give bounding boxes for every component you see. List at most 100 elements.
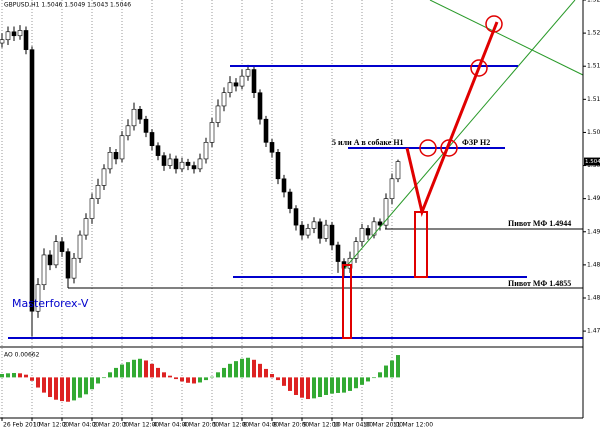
candle-body	[101, 168, 107, 186]
candle-body	[179, 161, 185, 170]
ao-bar	[294, 377, 298, 395]
ao-bar	[360, 377, 364, 385]
candle-body	[353, 241, 359, 259]
indicator-title: AO 0.00662	[4, 352, 40, 359]
ao-bar	[90, 377, 94, 390]
ao-bar	[198, 377, 202, 383]
ao-bar	[120, 364, 124, 378]
red-circle	[485, 15, 503, 33]
red-circle	[470, 59, 488, 77]
candle-body	[275, 152, 281, 180]
candle-body	[71, 257, 77, 279]
y-tick-label: 1.5090	[587, 129, 600, 136]
y-tick-label: 1.5140	[587, 96, 600, 103]
ao-bar	[48, 377, 52, 398]
x-tick-label: 3 Mar 12:00	[123, 422, 159, 429]
candle-body	[23, 30, 29, 50]
y-tick-label: 1.4990	[587, 195, 600, 202]
candle-body	[125, 125, 131, 137]
candle-body	[239, 75, 245, 87]
candle-body	[263, 118, 269, 143]
ao-bar	[312, 377, 316, 399]
y-tick-label: 1.4790	[587, 328, 600, 335]
trend-line	[344, 0, 576, 269]
ao-bar	[240, 358, 244, 378]
x-tick-label: 5 Mar 12:00	[213, 422, 249, 429]
candle-body	[47, 254, 53, 266]
candle-body	[359, 228, 365, 242]
x-tick-label: 10 Mar 04:00	[333, 422, 373, 429]
ao-bar	[102, 377, 106, 379]
y-tick-label: 1.5240	[587, 30, 600, 37]
x-tick-label: 9 Mar 12:00	[303, 422, 339, 429]
red-circle	[440, 139, 458, 157]
ao-bar	[144, 360, 148, 378]
ao-bar	[96, 377, 100, 384]
annotation: Пивот МФ 1.4855	[508, 279, 571, 288]
candle-body	[269, 142, 275, 153]
ao-bar	[156, 367, 160, 378]
ao-bar	[354, 377, 358, 389]
candle-body	[311, 221, 317, 229]
ao-bar	[258, 363, 262, 378]
candle-body	[257, 92, 263, 120]
ao-bar	[348, 377, 352, 391]
candle-body	[77, 234, 83, 259]
candle-body	[41, 254, 47, 286]
candle-body	[287, 191, 293, 209]
ao-bar	[378, 372, 382, 378]
ao-bar	[132, 359, 136, 378]
y-tick-label: 1.5290	[587, 0, 600, 4]
candle-body	[113, 152, 119, 160]
ao-bar	[318, 377, 322, 398]
ao-bar	[24, 374, 28, 378]
ao-bar	[186, 377, 190, 383]
candle-body	[161, 155, 167, 166]
ao-bar	[6, 373, 10, 378]
ao-bar	[288, 377, 292, 391]
ao-bar	[300, 377, 304, 398]
candle-body	[0, 39, 5, 44]
ao-bar	[276, 377, 280, 381]
y-tick-label: 1.4840	[587, 294, 600, 301]
candle-body	[167, 158, 173, 166]
candle-layer	[0, 25, 401, 337]
candle-body	[149, 132, 155, 146]
red-circle	[419, 139, 437, 157]
candle-body	[95, 185, 101, 199]
candle-body	[59, 241, 65, 252]
x-tick-label: 2 Mar 20:00	[93, 422, 129, 429]
x-tick-label: 2 Mar 04:00	[63, 422, 99, 429]
ao-bar	[192, 377, 196, 384]
x-tick-label: 4 Mar 20:00	[183, 422, 219, 429]
candle-body	[89, 198, 95, 219]
candle-body	[53, 241, 59, 266]
ao-bar	[234, 361, 238, 378]
ao-bar	[228, 363, 232, 378]
ao-bar	[270, 374, 274, 378]
ao-bar	[0, 374, 4, 378]
candle-body	[191, 165, 197, 170]
candle-body	[11, 31, 17, 37]
ao-bar	[168, 375, 172, 378]
candle-body	[317, 221, 323, 239]
candle-body	[281, 178, 287, 193]
ao-bar	[366, 377, 370, 382]
candle-body	[305, 228, 311, 236]
ao-bar	[36, 377, 40, 388]
candle-body	[197, 158, 203, 170]
candle-body	[203, 142, 209, 160]
ao-bar	[138, 358, 142, 378]
candle-body	[5, 31, 11, 41]
candle-body	[299, 224, 305, 236]
ao-bar	[336, 377, 340, 393]
red-box	[342, 264, 352, 339]
candle-body	[329, 224, 335, 246]
candle-body	[215, 105, 221, 123]
red-box	[414, 211, 428, 278]
ao-bar	[84, 377, 88, 395]
watermark: Masterforex-V	[12, 297, 89, 310]
